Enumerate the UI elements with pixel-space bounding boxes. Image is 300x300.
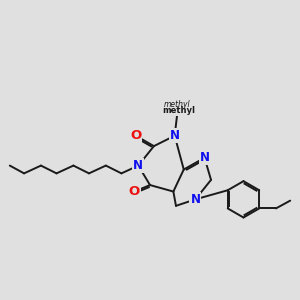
Text: O: O	[130, 129, 141, 142]
Text: N: N	[200, 151, 209, 164]
Text: N: N	[190, 193, 200, 206]
Text: O: O	[129, 185, 140, 198]
Text: methyl: methyl	[162, 106, 195, 115]
Text: methyl: methyl	[164, 100, 190, 109]
Text: N: N	[170, 129, 180, 142]
Text: N: N	[133, 159, 143, 172]
